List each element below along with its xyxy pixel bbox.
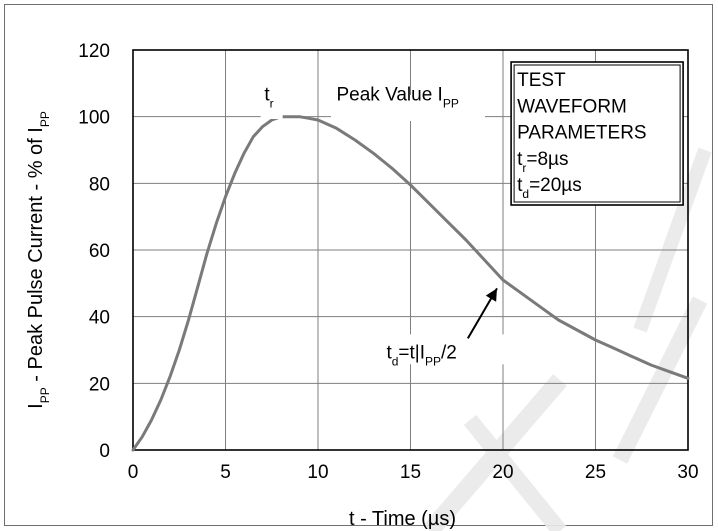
x-tick-label: 25	[585, 462, 606, 483]
x-tick-label: 15	[400, 462, 421, 483]
x-tick-label: 30	[677, 462, 698, 483]
y-tick-label: 120	[78, 41, 110, 62]
y-tick-label: 0	[99, 441, 110, 462]
tr-label-bg	[260, 95, 283, 119]
x-tick-label: 20	[492, 462, 513, 483]
y-tick-label: 20	[89, 374, 110, 395]
parameters-line: WAVEFORM	[517, 96, 627, 117]
parameters-line: tr=8µs	[517, 149, 568, 175]
y-tick-label: 60	[89, 241, 110, 262]
y-axis-title: IPP - Peak Pulse Current - % of IPP	[25, 111, 52, 409]
figure-frame	[4, 4, 713, 526]
peak-label-bg	[330, 95, 485, 121]
td-arrow-head	[485, 288, 497, 302]
parameters-line: TEST	[517, 70, 566, 91]
x-tick-label: 0	[128, 462, 139, 483]
plot-area-border	[132, 49, 689, 451]
td-label-bg	[382, 334, 505, 365]
watermark	[423, 147, 712, 531]
x-tick-label: 10	[307, 462, 328, 483]
x-axis-title: t - Time (µs)	[349, 508, 456, 530]
y-tick-label: 100	[78, 108, 110, 129]
parameters-line: td=20µs	[517, 175, 582, 201]
parameters-box	[510, 61, 684, 206]
parameters-line: PARAMETERS	[517, 123, 647, 144]
tr-annotation: tr	[264, 85, 273, 111]
td-annotation: td=t|IPP/2	[386, 342, 456, 368]
parameters-box-inner	[513, 64, 681, 203]
y-tick-label: 80	[89, 174, 110, 195]
peak-value-annotation: Peak Value IPP	[337, 85, 459, 111]
y-tick-label: 40	[89, 308, 110, 329]
x-tick-label: 5	[220, 462, 231, 483]
